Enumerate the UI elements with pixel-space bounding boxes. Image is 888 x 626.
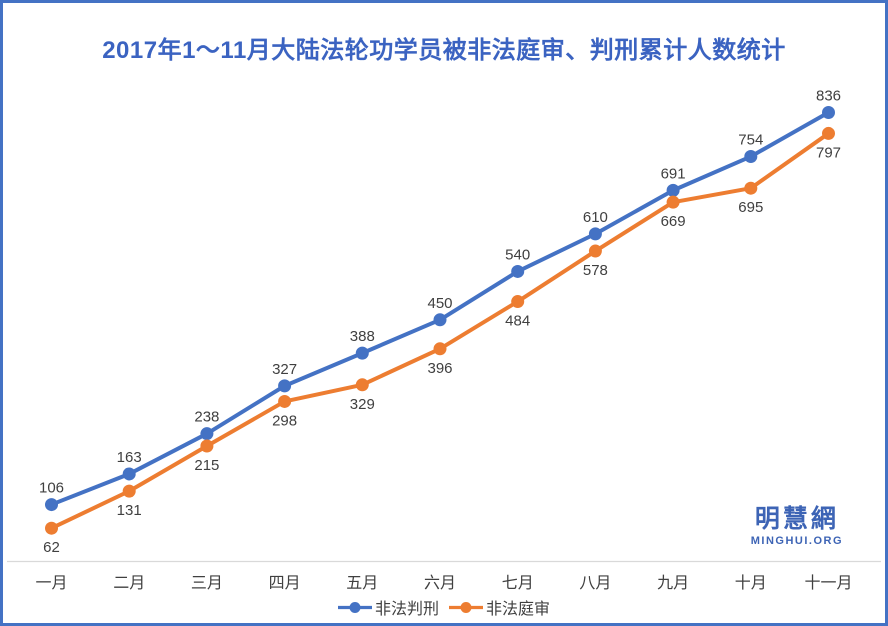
x-axis-label: 八月 [579,575,611,592]
x-axis-label: 九月 [657,574,689,592]
data-point-tried [588,244,602,258]
data-label-tried: 797 [816,144,841,161]
x-axis-label: 六月 [424,574,456,592]
data-label-sentenced: 540 [505,246,530,263]
legend-marker-icon [449,601,483,613]
data-label-tried: 298 [272,412,297,429]
chart-legend: 非法判刑 非法庭审 [3,595,885,619]
x-axis-label: 二月 [113,575,145,592]
data-point-tried [666,195,680,209]
data-point-sentenced [433,313,447,327]
data-point-tried [822,126,835,140]
data-point-sentenced [822,105,835,119]
data-label-sentenced: 388 [350,328,375,345]
data-label-sentenced: 163 [117,449,142,466]
data-label-tried: 484 [505,313,530,330]
data-label-sentenced: 610 [583,209,608,226]
legend-label: 非法判刑 [374,601,439,618]
x-axis-label: 一月 [35,575,67,592]
minghui-logo-text: 明慧網 [754,505,839,533]
data-label-tried: 396 [427,360,452,377]
data-point-sentenced [278,379,292,393]
x-axis-label: 十一月 [804,574,852,592]
data-point-tried [200,439,214,453]
data-point-tried [433,342,447,356]
line-chart: 一月 二月 三月 四月 五月 六月 七月 八月 九月 十月 十一月 106 163 238 327 388 45… [7,87,881,592]
data-point-sentenced [45,498,58,512]
data-label-sentenced: 691 [661,165,686,182]
data-label-tried: 131 [117,502,142,519]
legend-label: 非法庭审 [486,601,551,618]
data-point-sentenced [744,150,758,164]
x-axis-label: 七月 [502,574,534,592]
x-axis-label: 五月 [346,575,378,592]
data-point-tried [278,394,292,408]
data-point-tried [511,295,525,309]
minghui-watermark: 明慧網 MINGHUI.ORG [751,507,843,547]
data-point-sentenced [355,346,369,360]
data-label-sentenced: 450 [427,295,452,312]
data-label-tried: 669 [661,213,686,230]
x-axis-label: 十月 [735,574,767,592]
data-point-sentenced [666,183,680,197]
legend-item-tried: 非法庭审 [449,595,550,619]
data-label-tried: 695 [738,199,763,216]
data-point-sentenced [122,467,136,481]
data-label-tried: 578 [583,262,608,279]
data-point-tried [355,378,369,392]
series-line-tried [49,131,831,531]
data-label-tried: 215 [194,457,219,474]
data-point-sentenced [511,264,525,278]
x-axis-label: 四月 [269,575,301,592]
legend-item-sentenced: 非法判刑 [337,595,439,619]
data-point-sentenced [588,227,602,241]
x-axis-label: 三月 [191,575,223,592]
data-point-sentenced [200,427,214,441]
data-label-sentenced: 754 [738,132,763,149]
data-label-sentenced: 836 [816,87,841,104]
legend-marker-icon [337,601,372,613]
data-point-tried [744,181,758,195]
data-label-tried: 62 [43,539,60,556]
minghui-logo-url: MINGHUI.ORG [750,535,843,547]
data-label-tried: 329 [350,396,375,413]
data-label-sentenced: 238 [194,409,219,426]
data-point-tried [45,521,58,535]
data-label-sentenced: 327 [272,361,297,378]
chart-title: 2017年1～11月大陆法轮功学员被非法庭审、判刑累计人数统计 [102,37,786,64]
data-point-tried [122,484,136,498]
data-label-sentenced: 106 [39,480,64,497]
